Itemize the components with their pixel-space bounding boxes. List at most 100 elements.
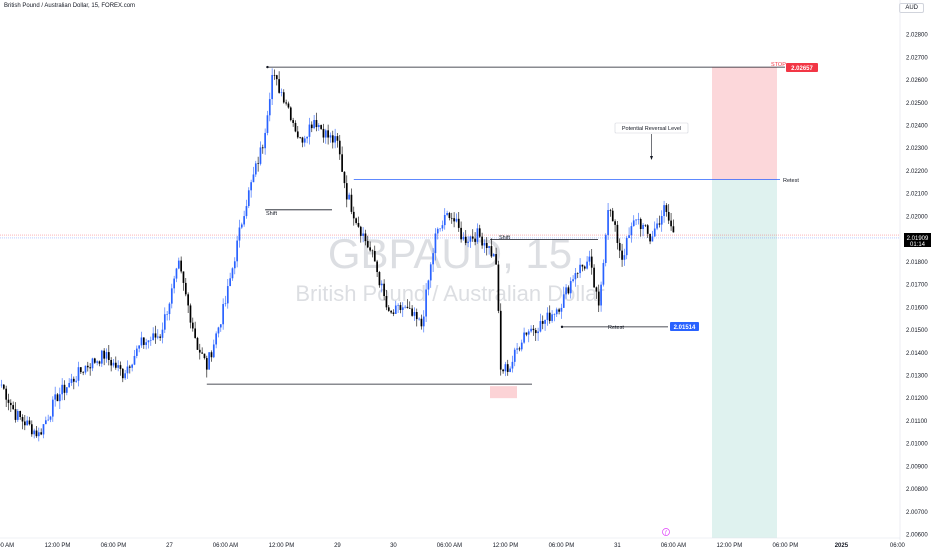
candle-body bbox=[180, 260, 182, 272]
candle-body bbox=[406, 306, 409, 308]
time-tick-label: 2025 bbox=[835, 543, 849, 549]
candle-body bbox=[502, 369, 504, 372]
candle-body bbox=[635, 219, 637, 221]
candle-body bbox=[264, 132, 266, 149]
candle-body bbox=[366, 241, 369, 248]
candle-body bbox=[219, 324, 222, 328]
candle-body bbox=[518, 348, 521, 350]
time-axis[interactable]: 06:00 AM 12:00 PM 06:00 PM 27 06:00 AM 12:00 … bbox=[0, 543, 906, 549]
candle-body bbox=[201, 352, 203, 354]
candle-body bbox=[408, 307, 411, 309]
candle-body bbox=[607, 210, 609, 236]
candle-body bbox=[268, 99, 271, 116]
candle-body bbox=[310, 124, 313, 129]
candle-body bbox=[119, 365, 122, 369]
candle-body bbox=[632, 220, 635, 227]
candle-body bbox=[469, 236, 472, 242]
candle-body bbox=[126, 366, 129, 374]
candle-body bbox=[56, 394, 59, 402]
price-tick-label: 2.02100 bbox=[906, 192, 928, 198]
candle-body bbox=[562, 294, 565, 308]
candle-body bbox=[12, 405, 15, 410]
candle-body bbox=[369, 247, 371, 251]
candle-body bbox=[600, 284, 602, 306]
candle-body bbox=[299, 137, 301, 138]
candle-body bbox=[114, 362, 117, 368]
candle-body bbox=[224, 303, 227, 305]
time-tick-label: 06:00 PM bbox=[773, 543, 799, 549]
events-icon[interactable] bbox=[662, 528, 670, 536]
candle-body bbox=[124, 373, 126, 379]
candle-body bbox=[236, 240, 238, 262]
candle-body bbox=[128, 366, 131, 368]
candle-body bbox=[98, 361, 101, 364]
candle-body bbox=[649, 233, 651, 242]
stop-label: STOP bbox=[771, 62, 786, 68]
candle-body bbox=[320, 125, 322, 129]
candle-body bbox=[364, 233, 367, 242]
candle-body bbox=[61, 384, 64, 395]
candle-body bbox=[537, 331, 539, 334]
candle-body bbox=[315, 120, 318, 128]
candle-body bbox=[574, 273, 577, 280]
candle-body bbox=[142, 337, 145, 345]
time-tick-label: 27 bbox=[166, 543, 173, 549]
candle-body bbox=[54, 394, 57, 400]
candle-body bbox=[443, 214, 446, 226]
candle-body bbox=[588, 256, 591, 262]
candle-body bbox=[100, 350, 103, 364]
candle-body bbox=[525, 332, 528, 335]
retest-label-2: Retest bbox=[608, 325, 624, 331]
stop-price-tag[interactable] bbox=[786, 63, 818, 72]
candle-body bbox=[427, 280, 430, 290]
candle-body bbox=[79, 367, 82, 373]
candle-body bbox=[247, 190, 250, 207]
time-tick-label: 06:00 PM bbox=[549, 543, 575, 549]
price-tick-label: 2.01100 bbox=[906, 419, 928, 425]
candle-body bbox=[266, 115, 269, 133]
candle-body bbox=[565, 287, 567, 295]
candle-body bbox=[630, 226, 633, 236]
candle-body bbox=[401, 307, 404, 310]
candle-body bbox=[282, 92, 285, 103]
candle-body bbox=[506, 364, 509, 372]
candle-body bbox=[296, 131, 299, 138]
candle-body bbox=[252, 174, 255, 183]
candle-body bbox=[156, 336, 159, 338]
last-price-value: 2.01909 bbox=[907, 236, 929, 242]
candle-body bbox=[497, 264, 500, 311]
candle-body bbox=[546, 312, 549, 320]
candle-body bbox=[33, 430, 36, 435]
candle-body bbox=[103, 350, 106, 359]
take-profit-zone[interactable] bbox=[712, 179, 777, 538]
candle-body bbox=[504, 364, 507, 372]
candle-body bbox=[159, 336, 161, 338]
candle-body bbox=[68, 382, 71, 388]
candle-body bbox=[51, 399, 54, 417]
high-level-anchor[interactable] bbox=[266, 65, 269, 69]
shift-label-2: Shift bbox=[499, 235, 510, 241]
stop-loss-zone[interactable] bbox=[712, 67, 777, 180]
potential-reversal-box[interactable] bbox=[614, 122, 689, 134]
candle-body bbox=[595, 287, 598, 292]
candle-body bbox=[355, 218, 357, 223]
candle-body bbox=[65, 387, 68, 393]
stop-price-value: 2.02657 bbox=[791, 66, 813, 72]
candle-body bbox=[425, 289, 427, 317]
candle-body bbox=[422, 316, 425, 327]
candle-body bbox=[499, 310, 502, 370]
candle-body bbox=[37, 432, 40, 437]
candle-body bbox=[240, 224, 243, 228]
price-axis[interactable]: 2.02800 2.02700 2.02600 2.02500 2.02400 2.023… bbox=[906, 33, 928, 539]
candle-body bbox=[275, 75, 278, 80]
target-price-tag[interactable] bbox=[670, 322, 699, 331]
liquidity-sweep-box[interactable] bbox=[490, 386, 517, 399]
retest-anchor[interactable] bbox=[560, 325, 564, 329]
candle-body bbox=[2, 384, 5, 389]
candle-body bbox=[131, 364, 133, 368]
candle-body bbox=[439, 228, 441, 230]
candle-body bbox=[404, 306, 406, 308]
candle-body bbox=[243, 216, 245, 225]
candle-body bbox=[511, 361, 514, 369]
